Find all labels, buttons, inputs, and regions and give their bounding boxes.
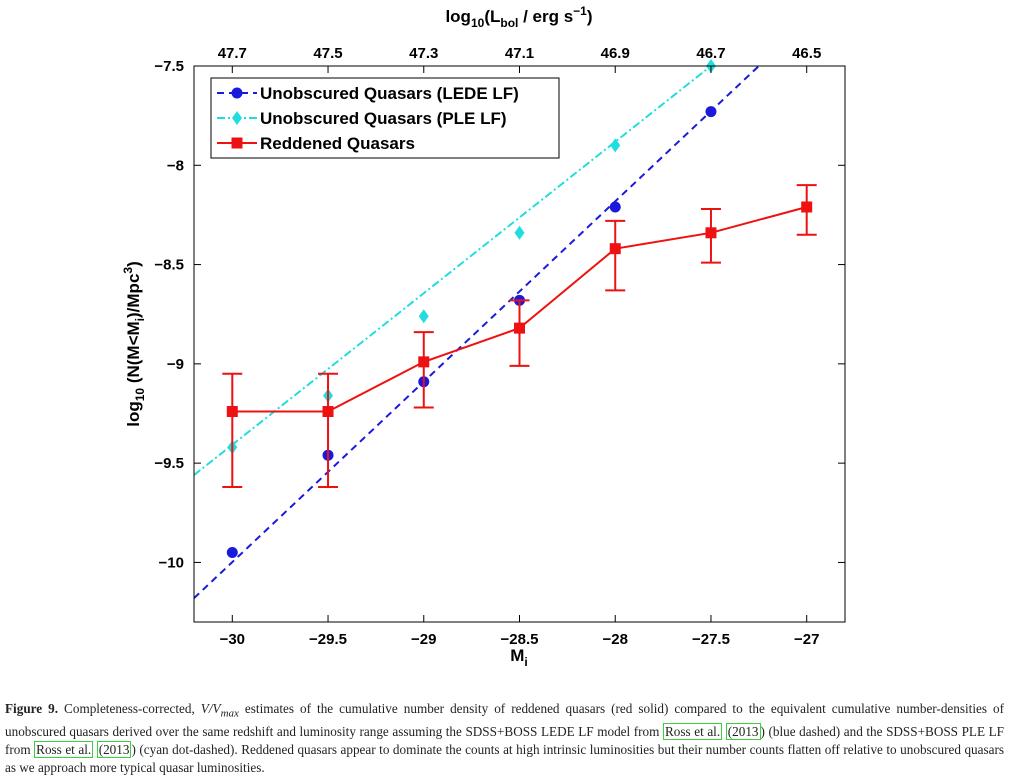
figure-caption: Figure 9. Completeness-corrected, V/Vmax…: [5, 700, 1004, 777]
legend-label-reddened: Reddened Quasars: [260, 134, 415, 153]
citation-link-year-2[interactable]: (2013: [96, 740, 132, 758]
top-x-tick-label: 46.5: [792, 45, 821, 62]
x-tick-label: −29.5: [309, 631, 347, 648]
top-x-tick-label: 47.5: [313, 45, 342, 62]
y-tick-label: −8: [167, 157, 184, 174]
data-point-lede: [226, 547, 238, 558]
data-point-reddened: [322, 406, 334, 418]
y-tick-label: −10: [159, 554, 184, 571]
caption-math: V/Vmax: [200, 701, 239, 720]
data-point-reddened: [801, 201, 813, 213]
marker-layer: [222, 59, 817, 558]
data-point-lede: [705, 106, 717, 118]
data-point-reddened: [609, 243, 621, 255]
top-x-tick-label: 46.9: [601, 45, 630, 62]
top-x-tick-label: 47.3: [409, 45, 438, 62]
legend: Unobscured Quasars (LEDE LF) Unobscured …: [210, 77, 560, 159]
legend-marker-ple: [232, 111, 242, 125]
data-point-reddened: [418, 356, 430, 368]
top-x-tick-label: 46.7: [696, 45, 725, 62]
legend-marker-reddened: [231, 137, 243, 149]
legend-label-ple: Unobscured Quasars (PLE LF): [260, 109, 507, 128]
y-tick-label: −9: [167, 356, 184, 373]
axis-ticks: −30 −29.5 −29 −28.5 −28 −27.5 −27 47.7 47.5 47.3 4…: [154, 45, 845, 648]
caption-text-1: Completeness-corrected,: [58, 701, 201, 716]
x-tick-label: −29: [411, 631, 436, 648]
caption-figure-label: Figure 9.: [5, 701, 59, 716]
citation-link-year-1[interactable]: (2013: [725, 722, 761, 740]
legend-entry-reddened: Reddened Quasars: [217, 134, 415, 153]
top-x-tick-label: 47.1: [505, 45, 534, 62]
legend-marker-lede: [231, 87, 243, 99]
data-point-reddened: [226, 406, 238, 418]
caption-math-main: V/V: [200, 701, 221, 716]
x-tick-label: −30: [220, 631, 245, 648]
y-tick-label: −8.5: [154, 257, 184, 274]
x-tick-label: −28: [603, 631, 628, 648]
data-point-reddened: [514, 322, 525, 334]
top-x-axis-title: log10(Lbol / erg s−1): [445, 4, 592, 30]
x-tick-label: −27.5: [692, 631, 730, 648]
legend-entry-lede: Unobscured Quasars (LEDE LF): [217, 84, 519, 103]
data-point-ple: [514, 225, 525, 240]
y-tick-label: −9.5: [154, 455, 184, 472]
legend-entry-ple: Unobscured Quasars (PLE LF): [217, 109, 507, 128]
series-line-lede: [194, 66, 760, 599]
legend-box: [210, 77, 560, 159]
caption-text-4: ) (blue dashed) and the SDSS+BOSS PLE LF…: [5, 723, 1005, 757]
x-tick-label: −27: [794, 631, 819, 648]
data-point-lede: [609, 201, 621, 213]
caption-math-sub: max: [220, 707, 239, 720]
caption-text-6: ) (cyan dot-dashed). Reddened quasars ap…: [5, 741, 1005, 775]
series-line-ple: [194, 66, 712, 476]
caption-text-2: estimates of the cumulative number densi…: [5, 701, 1004, 739]
y-axis-title: log10 (N(M<Mi)/Mpc3): [121, 261, 147, 427]
x-axis-title: Mi: [510, 646, 528, 669]
data-point-ple: [610, 138, 621, 153]
citation-link-ross-1[interactable]: Ross et al.: [662, 722, 723, 740]
top-x-tick-label: 47.7: [218, 45, 247, 62]
y-tick-label: −7.5: [154, 58, 184, 75]
data-point-reddened: [705, 227, 717, 239]
data-point-ple: [418, 309, 429, 324]
x-tick-label: −28.5: [501, 631, 539, 648]
citation-link-ross-2[interactable]: Ross et al.: [34, 740, 94, 758]
legend-label-lede: Unobscured Quasars (LEDE LF): [260, 84, 519, 103]
chart: −30 −29.5 −29 −28.5 −28 −27.5 −27 47.7 47.5 47.3 4…: [121, 4, 846, 669]
